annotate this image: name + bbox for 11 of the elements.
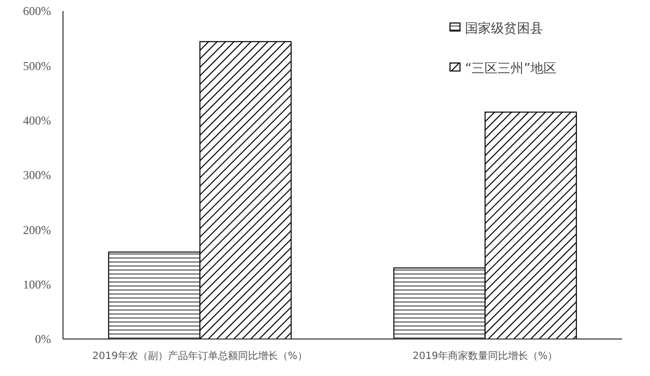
legend-label: 国家级贫困县 [465, 20, 543, 37]
y-tick-label: 600% [23, 4, 51, 18]
legend-label: “三区三州”地区 [465, 62, 556, 77]
y-tick-label: 400% [23, 114, 51, 128]
y-tick-label: 200% [23, 222, 51, 237]
x-tick-label: 2019年农（副）产品年订单总额同比增长（%） [92, 350, 308, 362]
y-tick-label: 300% [23, 168, 51, 182]
x-tick-label: 2019年商家数量同比增长（%） [412, 350, 558, 362]
y-tick-label: 0% [35, 332, 51, 346]
y-tick-label: 100% [23, 278, 51, 292]
y-tick-label: 500% [23, 58, 51, 73]
